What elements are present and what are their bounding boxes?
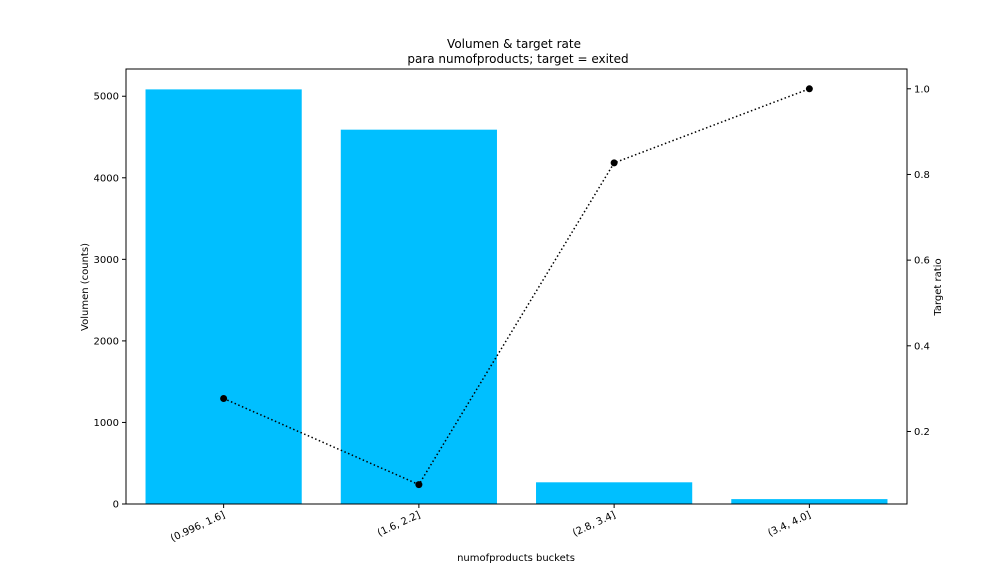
- x-axis: (0.996, 1.6] (1.6, 2.2] (2.8, 3.4] (3.4, 4.…: [169, 504, 813, 545]
- x-tick-label: (1.6, 2.2]: [376, 510, 422, 539]
- x-tick-label: (3.4, 4.0]: [766, 510, 812, 539]
- bar-3: [536, 482, 693, 504]
- target-ratio-line-group: [220, 85, 813, 489]
- bar-4: [731, 499, 888, 504]
- y-tick-label: 3000: [94, 255, 119, 266]
- x-tick-label: (0.996, 1.6]: [169, 510, 227, 545]
- y2-tick-label: 1.0: [914, 84, 930, 95]
- y2-tick-label: 0.4: [914, 341, 930, 352]
- chart-subtitle: para numofproducts; target = exited: [407, 52, 628, 66]
- chart-title: Volumen & target rate: [447, 37, 581, 51]
- y-tick-label: 0: [113, 500, 119, 511]
- target-ratio-point-3: [610, 159, 618, 167]
- target-ratio-point-1: [220, 394, 228, 402]
- y-axis-left: 0 1000 2000 3000 4000 5000: [94, 92, 126, 511]
- bar-2: [340, 129, 497, 504]
- x-axis-title: numofproducts buckets: [457, 553, 575, 564]
- target-ratio-point-2: [415, 481, 423, 489]
- x-tick-label: (2.8, 3.4]: [571, 510, 617, 539]
- y-tick-label: 1000: [94, 418, 119, 429]
- plot-frame: [125, 68, 908, 505]
- y2-tick-label: 0.6: [914, 256, 930, 267]
- y2-tick-label: 0.8: [914, 170, 930, 181]
- y-tick-label: 5000: [94, 92, 119, 103]
- y-tick-label: 2000: [94, 336, 119, 347]
- target-ratio-line: [223, 88, 810, 486]
- y2-tick-label: 0.2: [914, 427, 930, 438]
- bar-1: [145, 89, 302, 505]
- bar-group: [145, 89, 888, 505]
- target-ratio-point-4: [805, 85, 813, 93]
- y-axis-title: Volumen (counts): [80, 243, 91, 331]
- y-axis-right: 0.2 0.4 0.6 0.8 1.0: [907, 84, 930, 438]
- y-tick-label: 4000: [94, 173, 119, 184]
- y2-axis-title: Target ratio: [933, 258, 944, 316]
